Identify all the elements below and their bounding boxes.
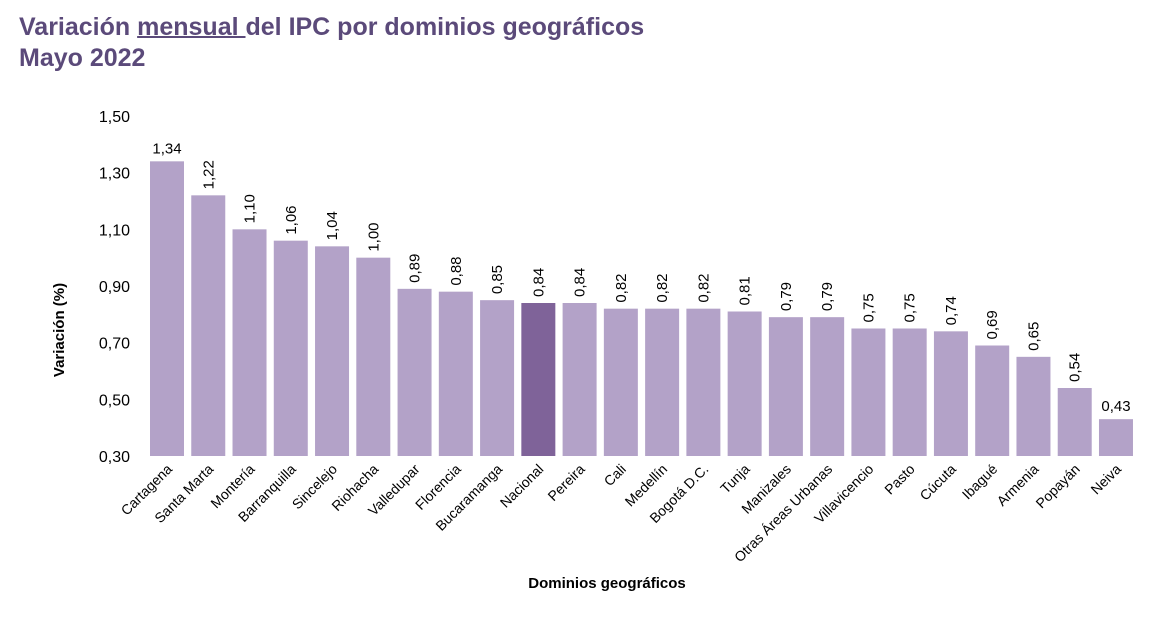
title-text-2: del IPC por dominios geográficos <box>245 13 645 41</box>
bar-ibagu- <box>975 345 1010 456</box>
bar-armenia <box>1016 356 1051 456</box>
data-label: 0,79 <box>819 282 836 311</box>
data-label: 0,54 <box>1067 353 1084 382</box>
data-label: 0,65 <box>1025 322 1042 351</box>
bar-manizales <box>768 317 803 456</box>
x-tick-label: Tunja <box>717 461 753 497</box>
y-tick-label: 1,50 <box>99 109 130 126</box>
bar-monter-a <box>232 229 267 456</box>
data-label: 0,84 <box>530 268 547 297</box>
bar-sincelejo <box>315 246 350 456</box>
bar-nacional <box>521 303 556 456</box>
data-label: 1,10 <box>242 194 259 223</box>
bar-popay-n <box>1057 388 1092 456</box>
chart-subtitle: Mayo 2022 <box>19 44 146 72</box>
data-label: 0,88 <box>448 256 465 285</box>
data-label: 0,81 <box>737 276 754 305</box>
data-label: 0,75 <box>860 293 877 322</box>
bar-barranquilla <box>273 240 308 456</box>
data-label: 1,34 <box>152 140 181 157</box>
bar-cartagena <box>150 161 184 457</box>
data-label: 0,89 <box>407 254 424 283</box>
y-tick-label: 1,10 <box>99 222 130 239</box>
bar-santa-marta <box>191 195 226 457</box>
bar-tunja <box>727 311 762 456</box>
bar-florencia <box>438 291 473 456</box>
y-tick-label: 0,70 <box>99 336 130 353</box>
data-label: 1,00 <box>365 222 382 251</box>
bar-neiva <box>1098 419 1133 456</box>
data-label: 0,69 <box>984 310 1001 339</box>
y-tick-label: 0,90 <box>99 279 130 296</box>
bar-medell-n <box>645 308 680 456</box>
data-label: 0,84 <box>572 268 589 297</box>
x-tick-label: Neiva <box>1087 461 1124 498</box>
bar-bogot-d-c- <box>686 308 721 456</box>
data-label: 0,79 <box>778 282 795 311</box>
x-tick-label: Pereira <box>544 461 587 504</box>
x-tick-label: Cali <box>601 461 629 489</box>
data-label: 0,82 <box>613 273 630 302</box>
bar-riohacha <box>356 257 391 456</box>
bar-pasto <box>892 328 927 456</box>
y-tick-label: 1,30 <box>99 166 130 183</box>
bar-bucaramanga <box>480 300 515 456</box>
bar-valledupar <box>397 288 432 456</box>
data-label: 0,75 <box>902 293 919 322</box>
title-underlined: mensual <box>137 13 246 41</box>
bar-cali <box>603 308 638 456</box>
data-label: 1,04 <box>324 211 341 240</box>
x-tick-label: Cúcuta <box>916 461 959 504</box>
y-axis-label: Variación (%) <box>51 283 68 377</box>
data-label: 0,85 <box>489 265 506 294</box>
x-axis-label: Dominios geográficos <box>528 575 686 592</box>
x-tick-label: Pasto <box>881 461 918 498</box>
data-label: 1,06 <box>283 205 300 234</box>
bar-otras-reas-urbanas <box>810 317 845 456</box>
bar-c-cuta <box>933 331 968 456</box>
data-label: 0,82 <box>654 273 671 302</box>
chart-title: Variación mensual del IPC por dominios g… <box>19 12 644 74</box>
data-label: 0,82 <box>695 273 712 302</box>
title-text: Variación <box>19 13 138 41</box>
y-tick-label: 0,50 <box>99 392 130 409</box>
data-label: 1,22 <box>200 160 217 189</box>
data-label: 0,74 <box>943 296 960 325</box>
data-label: 0,43 <box>1101 398 1130 415</box>
x-tick-label: Nacional <box>497 461 547 511</box>
bar-pereira <box>562 303 597 456</box>
x-tick-label: Popayán <box>1032 461 1082 511</box>
bar-villavicencio <box>851 328 886 456</box>
y-tick-label: 0,30 <box>99 449 130 466</box>
